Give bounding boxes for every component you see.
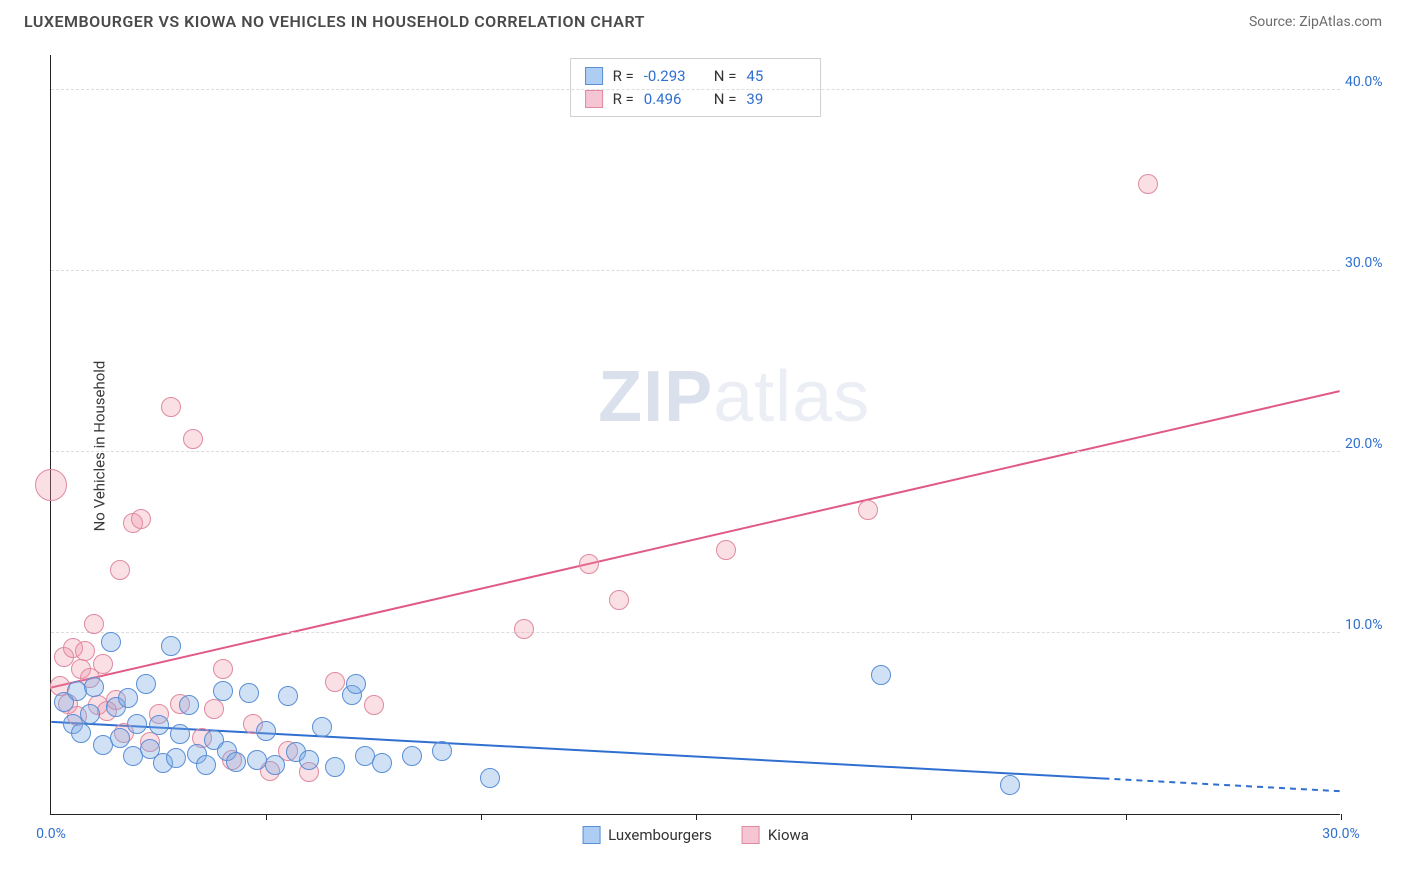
point-lux [80,704,100,724]
point-kiowa [131,509,151,529]
point-lux [299,750,319,770]
source-label: Source: ZipAtlas.com [1249,14,1382,30]
point-lux [325,757,345,777]
stats-row-lux: R = -0.293 N = 45 [585,65,807,88]
point-lux [432,741,452,761]
legend-label: Luxembourgers [608,826,712,844]
point-lux [136,674,156,694]
point-kiowa [1138,174,1158,194]
point-kiowa [364,695,384,715]
point-lux [170,724,190,744]
point-lux [402,746,422,766]
point-lux [213,681,233,701]
point-lux [239,683,259,703]
point-lux [179,695,199,715]
point-lux [256,721,276,741]
x-tick-label: 30.0% [1322,826,1360,842]
swatch-kiowa-icon [585,90,603,108]
point-kiowa [325,672,345,692]
point-kiowa [75,641,95,661]
point-lux [118,688,138,708]
point-lux [149,715,169,735]
point-lux [196,755,216,775]
point-kiowa [716,540,736,560]
point-lux [110,728,130,748]
point-kiowa [161,397,181,417]
y-tick-label: 30.0% [1345,255,1400,271]
stats-legend: R = -0.293 N = 45 R = 0.496 N = 39 [570,58,822,117]
point-lux [871,665,891,685]
point-kiowa [35,469,67,501]
legend-label: Kiowa [768,826,809,844]
point-lux [84,677,104,697]
stats-row-kiowa: R = 0.496 N = 39 [585,88,807,111]
point-lux [265,755,285,775]
point-lux [101,632,121,652]
point-kiowa [609,590,629,610]
watermark: ZIPatlas [598,356,870,438]
point-kiowa [213,659,233,679]
point-kiowa [84,614,104,634]
legend-item-lux: Luxembourgers [582,826,712,844]
y-tick-label: 20.0% [1345,436,1400,452]
chart-title: LUXEMBOURGER VS KIOWA NO VEHICLES IN HOU… [24,12,645,31]
point-kiowa [93,654,113,674]
y-tick-label: 40.0% [1345,74,1400,90]
bottom-legend: Luxembourgers Kiowa [582,826,809,844]
point-kiowa [110,560,130,580]
point-kiowa [514,619,534,639]
point-lux [372,753,392,773]
point-lux [278,686,298,706]
swatch-lux-icon [582,826,600,844]
point-lux [127,714,147,734]
point-kiowa [579,554,599,574]
point-lux [71,723,91,743]
legend-item-kiowa: Kiowa [742,826,809,844]
point-kiowa [183,429,203,449]
swatch-lux-icon [585,67,603,85]
point-lux [480,768,500,788]
y-tick-label: 10.0% [1345,617,1400,633]
point-lux [161,636,181,656]
point-lux [1000,775,1020,795]
point-kiowa [858,500,878,520]
point-lux [166,748,186,768]
point-lux [312,717,332,737]
point-kiowa [204,699,224,719]
point-lux [226,752,246,772]
swatch-kiowa-icon [742,826,760,844]
x-tick-label: 0.0% [36,826,66,842]
point-lux [346,674,366,694]
plot-area: ZIPatlas R = -0.293 N = 45 R = 0.496 N =… [50,55,1340,815]
